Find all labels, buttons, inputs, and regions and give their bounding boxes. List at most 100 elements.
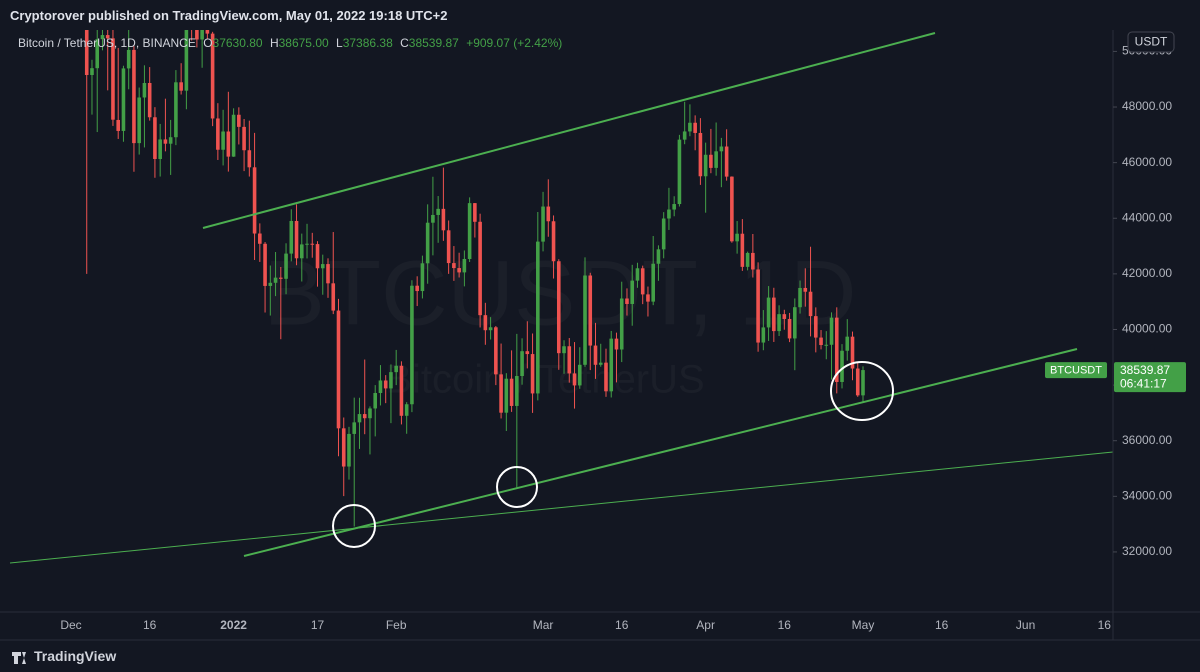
candle-body	[284, 253, 288, 279]
ohlc-value: 38675.00	[278, 36, 329, 50]
candle-body	[614, 338, 619, 350]
candle-body	[184, 30, 189, 91]
highlight-circle	[830, 361, 894, 421]
candle-body	[357, 414, 362, 423]
candle-body	[640, 268, 645, 295]
candle-body	[116, 119, 121, 131]
candle-body	[588, 275, 593, 346]
footer-brand: TradingView	[34, 648, 117, 664]
candle-body	[132, 49, 136, 144]
x-tick-label: Feb	[386, 618, 407, 632]
candle-body	[457, 268, 461, 273]
y-unit: USDT	[1135, 35, 1168, 49]
candle-body	[536, 241, 540, 394]
price-tag-symbol-bg	[1045, 362, 1107, 379]
candle-body	[756, 269, 760, 343]
candle-body	[431, 214, 435, 223]
x-tick-label: 16	[935, 618, 949, 632]
y-tick-label: 48000.00	[1122, 99, 1172, 113]
price-tag-value: 38539.87	[1120, 363, 1170, 377]
candle-body	[84, 30, 89, 75]
candle-body	[168, 137, 173, 144]
candle-body	[105, 35, 110, 39]
candle-body	[153, 117, 157, 159]
candle-body	[163, 139, 168, 144]
price-tag-symbol: BTCUSDT	[1050, 364, 1102, 376]
candle-body	[221, 131, 225, 150]
candle-body	[761, 327, 766, 343]
x-tick-label: 16	[143, 618, 157, 632]
candle-body	[425, 222, 430, 264]
candle-body	[473, 203, 477, 222]
x-tick-label: Mar	[533, 618, 554, 632]
candle-body	[625, 298, 629, 304]
candle-body	[200, 30, 204, 40]
legend: Bitcoin / TetherUS, 1D, BINANCE O37630.8…	[18, 36, 562, 50]
ohlc-value: 37630.80	[212, 36, 263, 50]
x-tick-label: Dec	[60, 618, 81, 632]
candle-body	[824, 344, 829, 346]
candle-body	[567, 346, 572, 374]
candle-body	[525, 351, 530, 355]
x-tick-label: 16	[615, 618, 629, 632]
candle-body	[347, 433, 351, 467]
candle-body	[142, 83, 147, 98]
candle-body	[326, 264, 330, 284]
x-tick-label: 2022	[220, 618, 247, 632]
candle-body	[672, 204, 676, 210]
candle-body	[855, 368, 860, 396]
candle-body	[598, 362, 603, 365]
candle-body	[237, 114, 241, 127]
candle-body	[499, 374, 503, 413]
candle-body	[404, 404, 409, 416]
candle-body	[467, 203, 472, 259]
candle-body	[174, 82, 178, 138]
candle-body	[803, 287, 808, 292]
x-tick-label: 17	[311, 618, 325, 632]
candle-body	[646, 294, 650, 302]
candle-body	[766, 297, 771, 328]
y-tick-label: 44000.00	[1122, 210, 1172, 224]
candle-body	[850, 336, 855, 369]
candle-body	[100, 35, 105, 40]
x-tick-label: Jun	[1016, 618, 1035, 632]
candle-body	[777, 314, 781, 332]
candle-body	[667, 209, 671, 219]
ohlc-label: C	[400, 36, 409, 50]
candle-body	[834, 317, 839, 382]
y-tick-label: 40000.00	[1122, 322, 1172, 336]
trend-line	[243, 348, 1078, 557]
x-tick-label: May	[852, 618, 875, 632]
watermark-sub: Bitcoin / TetherUS	[385, 358, 704, 402]
candle-body	[441, 208, 446, 231]
candle-body	[798, 287, 802, 308]
candle-body	[509, 378, 514, 406]
candle-body	[693, 122, 697, 133]
candle-body	[556, 261, 561, 354]
candle-body	[546, 206, 551, 222]
published-line: Cryptorover published on TradingView.com…	[10, 8, 448, 23]
y-tick-label: 36000.00	[1122, 433, 1172, 447]
y-tick-label: 42000.00	[1122, 266, 1172, 280]
candle-body	[845, 336, 850, 351]
candle-body	[740, 233, 745, 267]
candle-body	[714, 151, 718, 168]
candle-body	[126, 49, 131, 69]
candle-body	[504, 378, 509, 413]
candle-body	[299, 244, 304, 259]
candle-body	[813, 316, 818, 338]
candle-body	[609, 338, 614, 392]
candle-body	[782, 314, 787, 319]
candle-body	[793, 307, 797, 339]
candle-body	[656, 249, 661, 264]
highlight-circle	[496, 466, 538, 508]
candle-body	[247, 150, 252, 168]
candle-body	[410, 285, 414, 405]
ohlc-value: 38539.87	[408, 36, 459, 50]
candle-body	[95, 39, 100, 69]
candle-body	[808, 291, 813, 317]
price-tag-countdown: 06:41:17	[1120, 376, 1167, 390]
x-tick-label: 16	[778, 618, 792, 632]
candle-body	[362, 414, 367, 419]
candle-body	[231, 114, 236, 157]
